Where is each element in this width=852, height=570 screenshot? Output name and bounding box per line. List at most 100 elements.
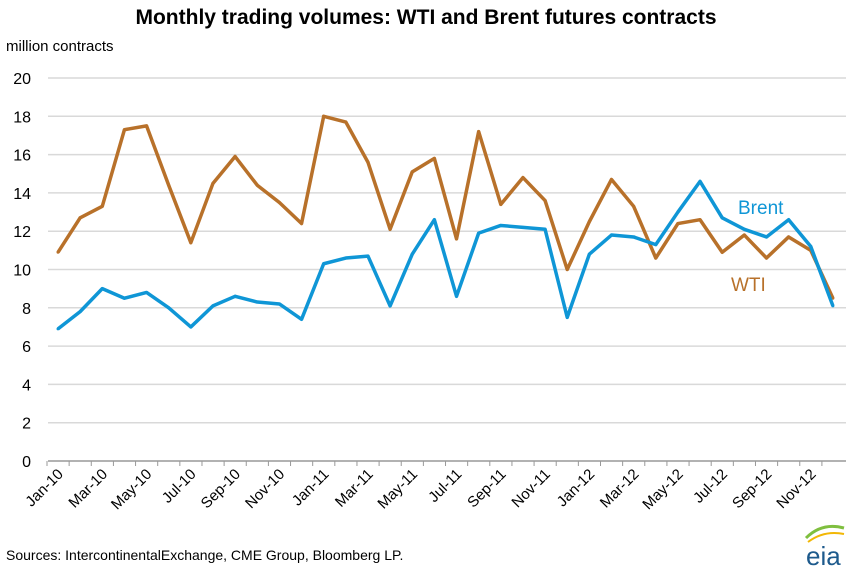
data-point-wti — [676, 222, 680, 226]
data-point-wti — [543, 199, 547, 203]
series-line-brent — [56, 179, 835, 331]
legend-label-brent: Brent — [738, 198, 784, 219]
y-axis-label: million contracts — [6, 38, 114, 55]
x-tick-label: Mar-10 — [65, 466, 111, 512]
x-tick-label: Mar-12 — [597, 466, 643, 512]
data-point-brent — [211, 304, 215, 308]
y-tick-label: 8 — [22, 301, 31, 318]
data-point-wti — [56, 250, 60, 254]
data-point-wti — [388, 227, 392, 231]
data-point-brent — [255, 300, 259, 304]
chart-title: Monthly trading volumes: WTI and Brent f… — [135, 6, 717, 29]
data-point-brent — [499, 223, 503, 227]
data-point-brent — [366, 254, 370, 258]
data-point-brent — [654, 243, 658, 247]
data-point-wti — [167, 183, 171, 187]
data-point-brent — [277, 302, 281, 306]
x-tick-label: May-10 — [108, 466, 155, 513]
data-point-brent — [388, 304, 392, 308]
x-tick-label: Jan-11 — [289, 466, 333, 510]
data-point-wti — [277, 200, 281, 204]
data-point-wti — [654, 256, 658, 260]
source-note: Sources: IntercontinentalExchange, CME G… — [6, 547, 404, 563]
data-point-wti — [499, 202, 503, 206]
x-tick-label: May-12 — [639, 466, 686, 513]
data-point-wti — [211, 181, 215, 185]
data-point-wti — [78, 216, 82, 220]
data-point-wti — [632, 204, 636, 208]
x-tick-label: Mar-11 — [332, 466, 377, 511]
data-point-brent — [322, 262, 326, 266]
data-point-brent — [189, 325, 193, 329]
data-point-brent — [122, 296, 126, 300]
data-point-brent — [676, 210, 680, 214]
y-tick-label: 14 — [13, 186, 31, 203]
y-tick-label: 18 — [13, 109, 31, 126]
data-point-brent — [410, 252, 414, 256]
x-tick-label: Jul-11 — [425, 466, 465, 506]
data-point-brent — [300, 317, 304, 321]
data-point-brent — [233, 294, 237, 298]
y-tick-label: 0 — [22, 454, 31, 471]
data-point-wti — [366, 160, 370, 164]
x-tick-label: Jan-10 — [22, 466, 66, 510]
data-point-wti — [565, 268, 569, 271]
x-tick-label: Nov-10 — [242, 466, 288, 512]
data-point-brent — [632, 235, 636, 239]
data-point-wti — [410, 170, 414, 174]
data-point-wti — [610, 177, 613, 181]
y-tick-label: 12 — [13, 224, 31, 241]
y-tick-label: 10 — [13, 263, 31, 280]
data-point-wti — [432, 156, 436, 160]
x-tick-label: Jul-10 — [159, 466, 200, 507]
x-tick-label: Nov-12 — [773, 466, 819, 512]
y-tick-label: 20 — [13, 71, 31, 88]
data-point-wti — [100, 204, 104, 208]
eia-logo-swoosh-yellow — [807, 532, 845, 543]
data-point-wti — [189, 241, 193, 245]
data-point-brent — [100, 287, 104, 291]
data-point-wti — [145, 124, 149, 128]
data-point-brent — [455, 294, 459, 298]
data-point-brent — [720, 216, 724, 220]
data-point-wti — [521, 176, 525, 180]
data-point-brent — [477, 231, 481, 235]
x-tick-label: Jul-12 — [690, 466, 731, 507]
data-point-wti — [122, 128, 126, 132]
data-point-wti — [742, 233, 746, 237]
data-point-wti — [764, 256, 768, 260]
data-point-wti — [322, 114, 326, 118]
x-tick-label: Nov-11 — [508, 466, 553, 511]
series-line-wti — [56, 114, 835, 299]
x-tick-label: Sep-11 — [464, 466, 509, 511]
data-point-brent — [344, 256, 348, 260]
data-point-brent — [565, 315, 569, 319]
data-point-brent — [698, 179, 702, 183]
data-point-brent — [809, 245, 813, 249]
data-point-wti — [477, 130, 481, 134]
x-tick-label: Sep-12 — [729, 466, 775, 512]
y-tick-label: 6 — [22, 339, 31, 356]
data-point-brent — [831, 304, 835, 308]
data-point-brent — [764, 235, 768, 239]
data-point-wti — [233, 155, 237, 159]
data-point-wti — [720, 250, 724, 254]
data-point-wti — [344, 120, 348, 124]
data-point-brent — [78, 310, 82, 314]
eia-logo: eia — [806, 541, 841, 570]
y-tick-label: 4 — [22, 377, 31, 394]
data-point-brent — [432, 218, 436, 222]
x-tick-label: Jan-12 — [554, 466, 598, 510]
data-point-wti — [698, 218, 702, 222]
data-point-wti — [255, 183, 259, 187]
y-tick-label: 16 — [13, 148, 31, 165]
y-tick-label: 2 — [22, 416, 31, 433]
data-point-brent — [742, 227, 746, 231]
x-tick-label: Sep-10 — [198, 466, 244, 512]
data-point-brent — [521, 225, 525, 229]
data-point-brent — [610, 233, 613, 237]
data-point-wti — [455, 237, 459, 241]
data-point-brent — [787, 218, 791, 222]
data-point-brent — [543, 227, 547, 231]
